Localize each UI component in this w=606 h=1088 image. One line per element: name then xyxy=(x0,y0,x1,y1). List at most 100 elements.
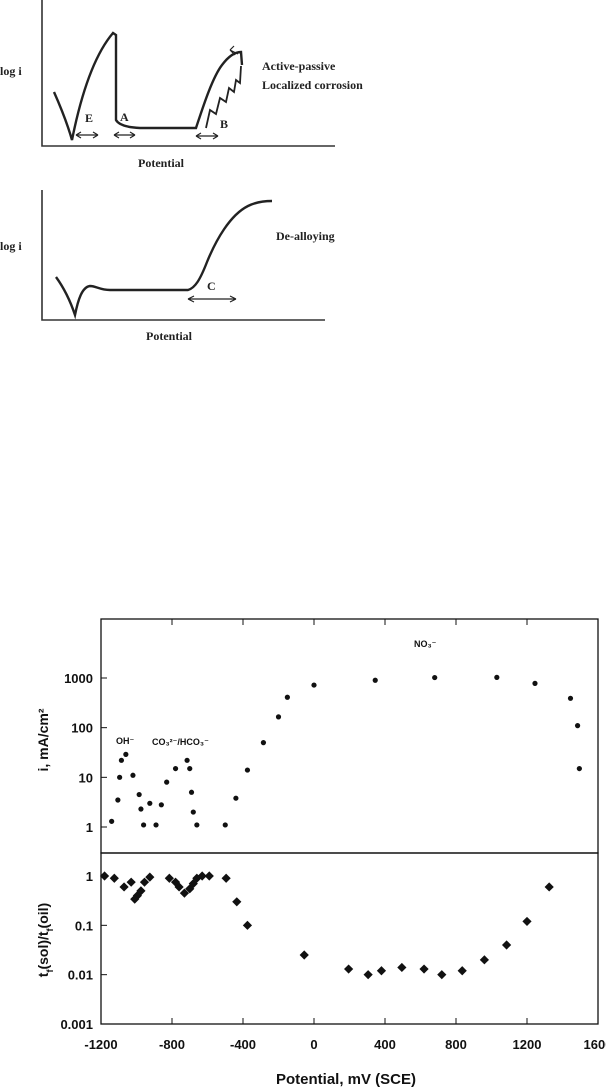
sketch2-xlabel: Potential xyxy=(146,329,193,343)
failure-ratio-point xyxy=(232,897,242,907)
top-panel-yticks: 1 10 100 1000 xyxy=(64,619,599,835)
bottom-xtick-label: -400 xyxy=(230,1037,256,1052)
sketch-de-alloying: log i Potential De-alloying C xyxy=(0,190,335,343)
sketch1-curve xyxy=(52,31,244,141)
sketch1-arrow-A xyxy=(113,131,136,139)
failure-ratio-point xyxy=(192,873,202,883)
sketch1-xlabel: Potential xyxy=(138,156,185,170)
bottom-xtick-label: 1600 xyxy=(584,1037,606,1052)
failure-ratio-point xyxy=(363,970,373,980)
sketch1-label-E: E xyxy=(85,111,93,125)
failure-ratio-point xyxy=(544,882,554,892)
failure-ratio-point xyxy=(204,871,214,881)
current-density-point xyxy=(184,757,190,763)
current-density-point xyxy=(244,767,251,773)
sketch1-arrow-top xyxy=(229,45,239,56)
sketch-active-passive: log i Potential Active-passive Localized… xyxy=(0,0,363,170)
failure-ratio-point xyxy=(501,940,512,950)
current-density-point xyxy=(576,765,582,772)
top-ytick-label: 1 xyxy=(86,820,93,835)
current-density-point xyxy=(574,723,581,729)
current-density-point xyxy=(432,674,438,681)
current-density-point xyxy=(153,822,159,828)
annotation-nitrate: NO₃⁻ xyxy=(414,639,437,649)
bottom-panel-ylabel: tf(sol)/tf(oil) xyxy=(35,903,55,977)
failure-ratio-point xyxy=(174,882,184,892)
bottom-xtick-label: -1200 xyxy=(84,1037,117,1052)
sketch1-title-line1: Active-passive xyxy=(262,59,336,73)
top-ytick-label: 100 xyxy=(71,721,93,736)
failure-ratio-point xyxy=(136,886,146,896)
failure-ratio-point xyxy=(344,964,354,974)
failure-ratio-point xyxy=(139,877,150,887)
bottom-xtick-label: 800 xyxy=(445,1037,467,1052)
current-density-point xyxy=(311,682,317,688)
failure-ratio-point xyxy=(109,873,119,883)
failure-ratio-point xyxy=(397,962,407,973)
current-density-point xyxy=(123,751,129,757)
annotation-carbonate: CO₃²⁻/HCO₃⁻ xyxy=(152,737,209,747)
failure-ratio-point xyxy=(179,888,190,898)
bottom-ytick-label: 1 xyxy=(86,869,93,884)
bottom-xtick-label: -800 xyxy=(159,1037,185,1052)
bottom-panel-points xyxy=(99,871,554,980)
sketch1-axes xyxy=(41,0,335,147)
failure-ratio-point xyxy=(221,873,231,883)
bottom-panel-yticks: 0.001 0.01 0.1 1 xyxy=(60,869,107,1032)
sketch1-ylabel: log i xyxy=(0,64,22,78)
current-density-point xyxy=(118,757,125,763)
bottom-xtick-label: 400 xyxy=(374,1037,396,1052)
sketch1-label-B: B xyxy=(220,117,228,131)
current-density-point xyxy=(109,818,115,824)
bottom-panel-frame xyxy=(100,852,599,1025)
current-density-point xyxy=(188,789,195,795)
current-density-point xyxy=(136,791,142,798)
current-density-point xyxy=(141,822,147,828)
current-density-point xyxy=(164,779,170,785)
failure-ratio-point xyxy=(457,966,467,976)
current-density-point xyxy=(172,765,179,772)
failure-ratio-point xyxy=(197,871,207,881)
current-density-point xyxy=(532,680,538,686)
current-density-point xyxy=(275,714,282,720)
current-density-point xyxy=(138,806,144,812)
current-density-point xyxy=(194,822,200,828)
current-density-point xyxy=(130,772,136,778)
failure-ratio-point xyxy=(126,877,136,887)
failure-ratio-point xyxy=(164,873,174,883)
failure-ratio-point xyxy=(119,882,129,892)
current-density-point xyxy=(117,774,123,780)
top-panel-points xyxy=(109,674,582,828)
failure-ratio-point xyxy=(419,964,429,974)
sketch2-ylabel: log i xyxy=(0,239,22,253)
chart-current-density: i, mA/cm² OH⁻ CO₃²⁻/HCO₃⁻ NO₃⁻ 1 10 100 100… xyxy=(35,618,599,854)
current-density-point xyxy=(260,740,267,746)
sketch2-axes xyxy=(41,190,325,321)
failure-ratio-point xyxy=(99,871,110,881)
current-density-point xyxy=(190,809,196,815)
bottom-xtick-label: 0 xyxy=(310,1037,317,1052)
top-panel-frame xyxy=(100,618,599,854)
current-density-point xyxy=(222,822,228,828)
chart-failure-ratio: tf(sol)/tf(oil) Potential, mV (SCE) 0.00… xyxy=(35,852,606,1088)
sketch1-label-A: A xyxy=(120,110,129,124)
bottom-panel-xticks: -1200 -800 -400 0 400 800 1200 1600 xyxy=(84,1018,606,1052)
top-ytick-label: 10 xyxy=(79,770,93,785)
current-density-point xyxy=(233,795,239,801)
sketch1-zigzag xyxy=(205,65,242,129)
sketch2-label-C: C xyxy=(207,279,216,293)
failure-ratio-point xyxy=(242,920,253,930)
sketch2-title: De-alloying xyxy=(276,229,335,243)
failure-ratio-point xyxy=(437,970,447,980)
current-density-point xyxy=(494,674,500,680)
failure-ratio-point xyxy=(188,879,198,889)
current-density-point xyxy=(187,765,193,772)
bottom-ytick-label: 0.1 xyxy=(75,918,93,933)
failure-ratio-point xyxy=(145,872,155,882)
current-density-point xyxy=(372,677,378,683)
bottom-xtick-label: 1200 xyxy=(513,1037,542,1052)
failure-ratio-point xyxy=(170,877,181,887)
bottom-ytick-label: 0.001 xyxy=(60,1017,93,1032)
sketch1-arrow-E xyxy=(75,131,99,139)
